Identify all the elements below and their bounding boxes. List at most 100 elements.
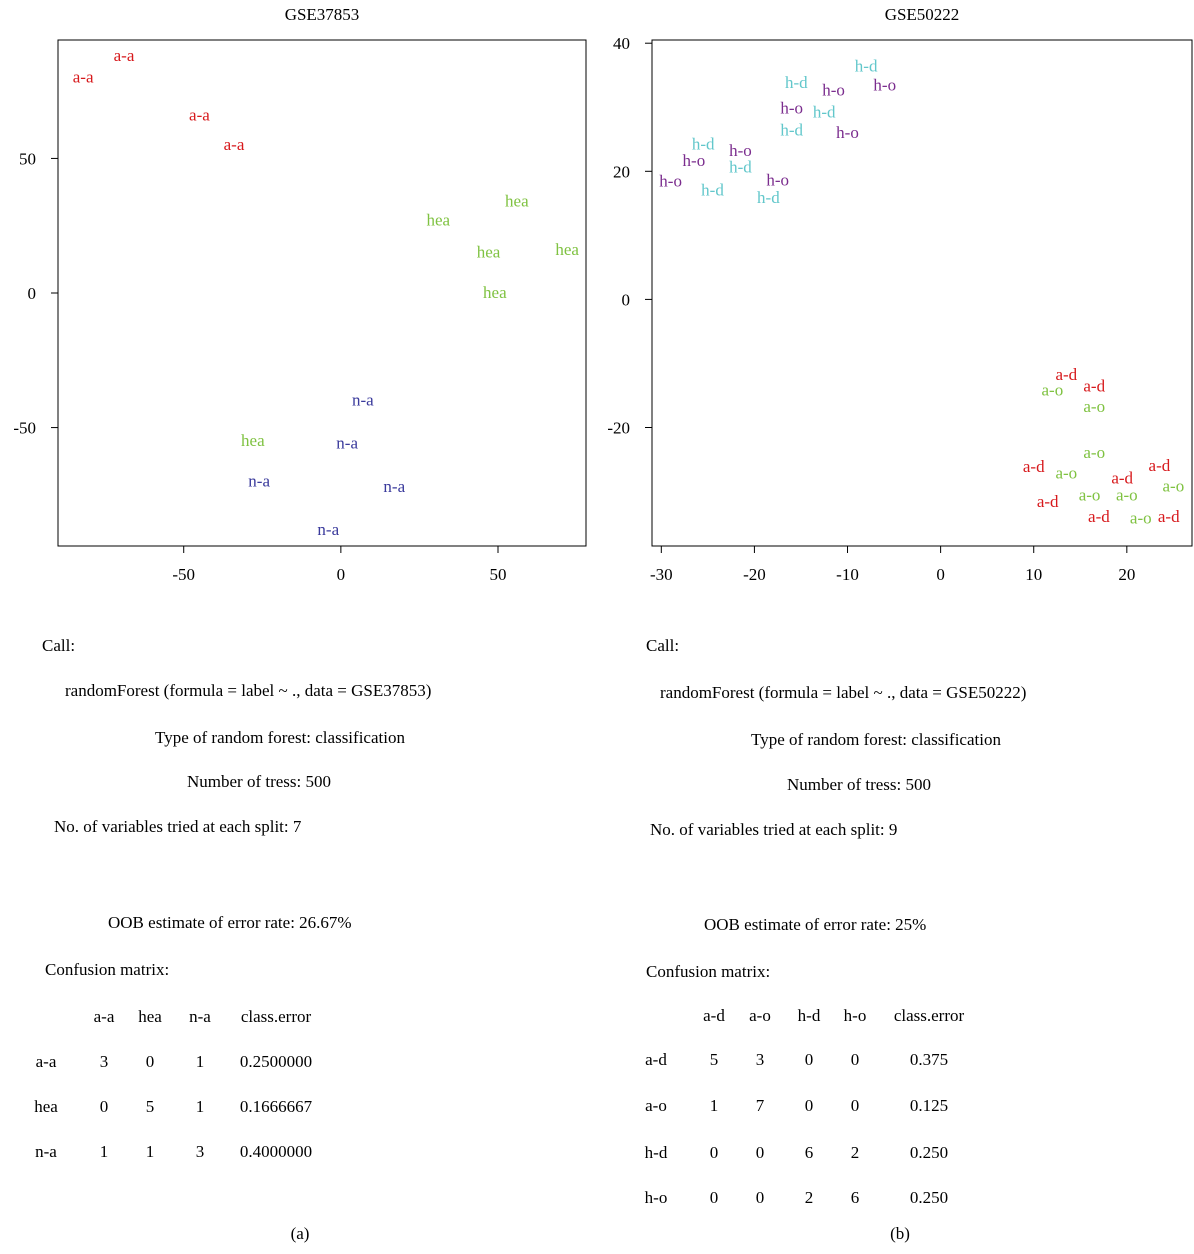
matrix-cell: 0 <box>99 1097 109 1116</box>
point-label: n-a <box>383 477 405 496</box>
point-label: n-a <box>317 520 339 539</box>
point-label: a-o <box>1083 443 1105 462</box>
matrix-cell: 0.375 <box>909 1050 949 1069</box>
matrix-header: h-d <box>797 1006 821 1025</box>
plot-frame <box>651 39 1193 547</box>
formula-text: randomForest (formula = label ~ ., data … <box>660 683 1027 702</box>
matrix-cell: 3 <box>755 1050 765 1069</box>
matrix-cell: 6 <box>804 1143 814 1162</box>
x-tick-label: -20 <box>743 565 766 584</box>
point-label: n-a <box>352 391 374 410</box>
point-label: a-a <box>73 68 94 87</box>
point-label: a-a <box>114 46 135 65</box>
y-tick-label: 0 <box>28 284 37 303</box>
matrix-cell: 0 <box>850 1050 860 1069</box>
matrix-cell: 3 <box>195 1142 205 1161</box>
point-label: h-d <box>729 157 752 176</box>
plot-frame <box>57 39 587 547</box>
point-label: a-d <box>1111 469 1133 488</box>
point-label: h-d <box>855 56 878 75</box>
tree-count: Number of tress: 500 <box>787 775 932 794</box>
y-tick-label: 0 <box>622 290 631 309</box>
vars-per-split: No. of variables tried at each split: 9 <box>650 820 898 839</box>
y-tick-label: 50 <box>19 149 36 168</box>
matrix-cell: 0 <box>145 1052 155 1071</box>
matrix-header: a-d <box>703 1006 725 1025</box>
point-label: hea <box>241 431 265 450</box>
matrix-cell: 5 <box>145 1097 155 1116</box>
matrix-header: hea <box>138 1007 162 1026</box>
forest-type: Type of random forest: classification <box>155 728 405 747</box>
matrix-header: class.error <box>240 1007 312 1026</box>
point-label: a-d <box>1083 377 1105 396</box>
point-label: a-d <box>1088 507 1110 526</box>
point-label: a-d <box>1158 507 1180 526</box>
x-tick-label: -10 <box>836 565 859 584</box>
chart-title: GSE37853 <box>285 5 360 24</box>
point-label: n-a <box>248 471 270 490</box>
x-tick-label: 10 <box>1025 565 1042 584</box>
point-label: a-o <box>1079 485 1101 504</box>
matrix-cell: 0 <box>850 1096 860 1115</box>
point-label: h-d <box>757 188 780 207</box>
point-label: h-o <box>822 81 845 100</box>
matrix-row-label: n-a <box>35 1142 57 1161</box>
matrix-cell: 6 <box>850 1188 860 1207</box>
matrix-cell: 0 <box>804 1096 814 1115</box>
x-tick-label: -30 <box>650 565 673 584</box>
matrix-header: class.error <box>893 1006 965 1025</box>
point-label: a-o <box>1083 397 1105 416</box>
matrix-cell: 0.1666667 <box>239 1097 313 1116</box>
point-label: hea <box>477 243 501 262</box>
matrix-header: a-o <box>749 1006 771 1025</box>
point-label: hea <box>426 210 450 229</box>
point-label: a-o <box>1055 464 1077 483</box>
call-label: Call: <box>42 636 76 655</box>
point-label: h-o <box>780 99 803 118</box>
point-label: a-o <box>1130 508 1152 527</box>
point-label: h-o <box>683 151 706 170</box>
x-tick-label: -50 <box>172 565 195 584</box>
matrix-cell: 1 <box>195 1097 205 1116</box>
matrix-cell: 1 <box>145 1142 155 1161</box>
x-tick-label: 50 <box>490 565 507 584</box>
x-tick-label: 20 <box>1118 565 1135 584</box>
oob-error: OOB estimate of error rate: 26.67% <box>108 913 352 932</box>
panel-a-caption: (a) <box>290 1224 310 1243</box>
point-label: h-o <box>836 123 859 142</box>
y-tick-label: 40 <box>613 34 630 53</box>
matrix-header: h-o <box>843 1006 867 1025</box>
matrix-cell: 5 <box>709 1050 719 1069</box>
x-tick-label: 0 <box>936 565 945 584</box>
matrix-row-label: h-d <box>644 1143 668 1162</box>
matrix-cell: 0 <box>709 1143 719 1162</box>
point-label: a-o <box>1116 485 1138 504</box>
panel-b-caption: (b) <box>890 1224 910 1243</box>
matrix-cell: 1 <box>709 1096 719 1115</box>
point-label: h-d <box>780 120 803 139</box>
point-label: a-a <box>224 135 245 154</box>
point-label: a-o <box>1041 380 1063 399</box>
point-label: h-o <box>873 75 896 94</box>
matrix-row-label: a-d <box>645 1050 667 1069</box>
point-label: hea <box>505 191 529 210</box>
confusion-matrix-label: Confusion matrix: <box>646 962 771 981</box>
point-label: a-d <box>1037 492 1059 511</box>
matrix-cell: 1 <box>195 1052 205 1071</box>
point-label: n-a <box>336 434 358 453</box>
point-label: hea <box>555 240 579 259</box>
matrix-cell: 0 <box>804 1050 814 1069</box>
point-label: a-a <box>189 105 210 124</box>
call-label: Call: <box>646 636 680 655</box>
confusion-matrix-label: Confusion matrix: <box>45 960 170 979</box>
y-tick-label: 20 <box>613 162 630 181</box>
point-label: h-d <box>692 134 715 153</box>
matrix-cell: 0 <box>709 1188 719 1207</box>
formula-text: randomForest (formula = label ~ ., data … <box>65 681 432 700</box>
matrix-cell: 1 <box>99 1142 109 1161</box>
matrix-cell: 0.250 <box>909 1143 949 1162</box>
y-tick-label: -20 <box>607 419 630 438</box>
tree-count: Number of tress: 500 <box>187 772 332 791</box>
chart-title: GSE50222 <box>885 5 960 24</box>
matrix-cell: 0.2500000 <box>239 1052 313 1071</box>
